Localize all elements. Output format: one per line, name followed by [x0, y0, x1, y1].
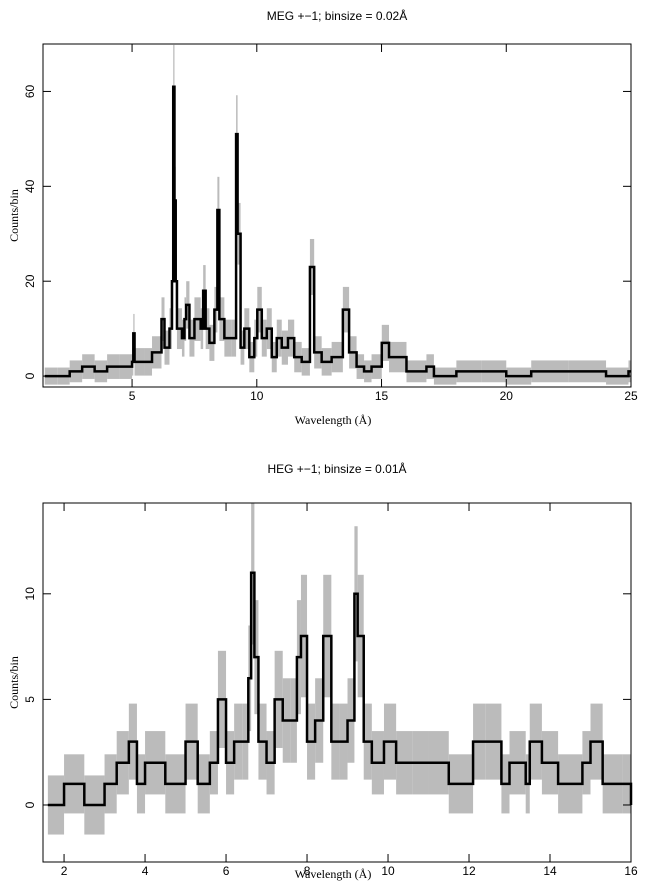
x-tick-label: 2 — [61, 864, 68, 878]
spectrum-line — [47, 571, 633, 807]
chart-title: HEG +−1; binsize = 0.01Å — [267, 461, 406, 476]
x-tick-label: 14 — [543, 864, 557, 878]
y-tick-label: 0 — [23, 801, 37, 808]
y-tick-label: 5 — [23, 696, 37, 703]
y-axis-label: Counts/bin — [7, 189, 21, 242]
y-tick-label: 60 — [23, 84, 37, 98]
x-tick-label: 5 — [129, 389, 136, 403]
spectrum-line — [44, 85, 631, 378]
x-tick-label: 25 — [624, 389, 638, 403]
x-tick-label: 12 — [462, 864, 476, 878]
x-tick-label: 8 — [304, 864, 311, 878]
plot-frame — [42, 502, 632, 863]
x-tick-label: 15 — [375, 389, 389, 403]
x-tick-label: 20 — [500, 389, 514, 403]
y-tick-label: 10 — [23, 587, 37, 601]
x-tick-label: 10 — [381, 864, 395, 878]
chart-title: MEG +−1; binsize = 0.02Å — [267, 8, 407, 23]
x-tick-label: 6 — [223, 864, 230, 878]
plot-frame — [42, 43, 632, 388]
x-tick-label: 10 — [250, 389, 264, 403]
y-axis-label: Counts/bin — [7, 656, 21, 709]
x-tick-label: 16 — [624, 864, 638, 878]
x-axis-label: Wavelength (Å) — [295, 413, 372, 427]
y-tick-label: 0 — [23, 372, 37, 379]
x-axis-label: Wavelength (Å) — [295, 867, 372, 881]
y-tick-label: 40 — [23, 179, 37, 193]
y-tick-label: 20 — [23, 274, 37, 288]
x-tick-label: 4 — [142, 864, 149, 878]
